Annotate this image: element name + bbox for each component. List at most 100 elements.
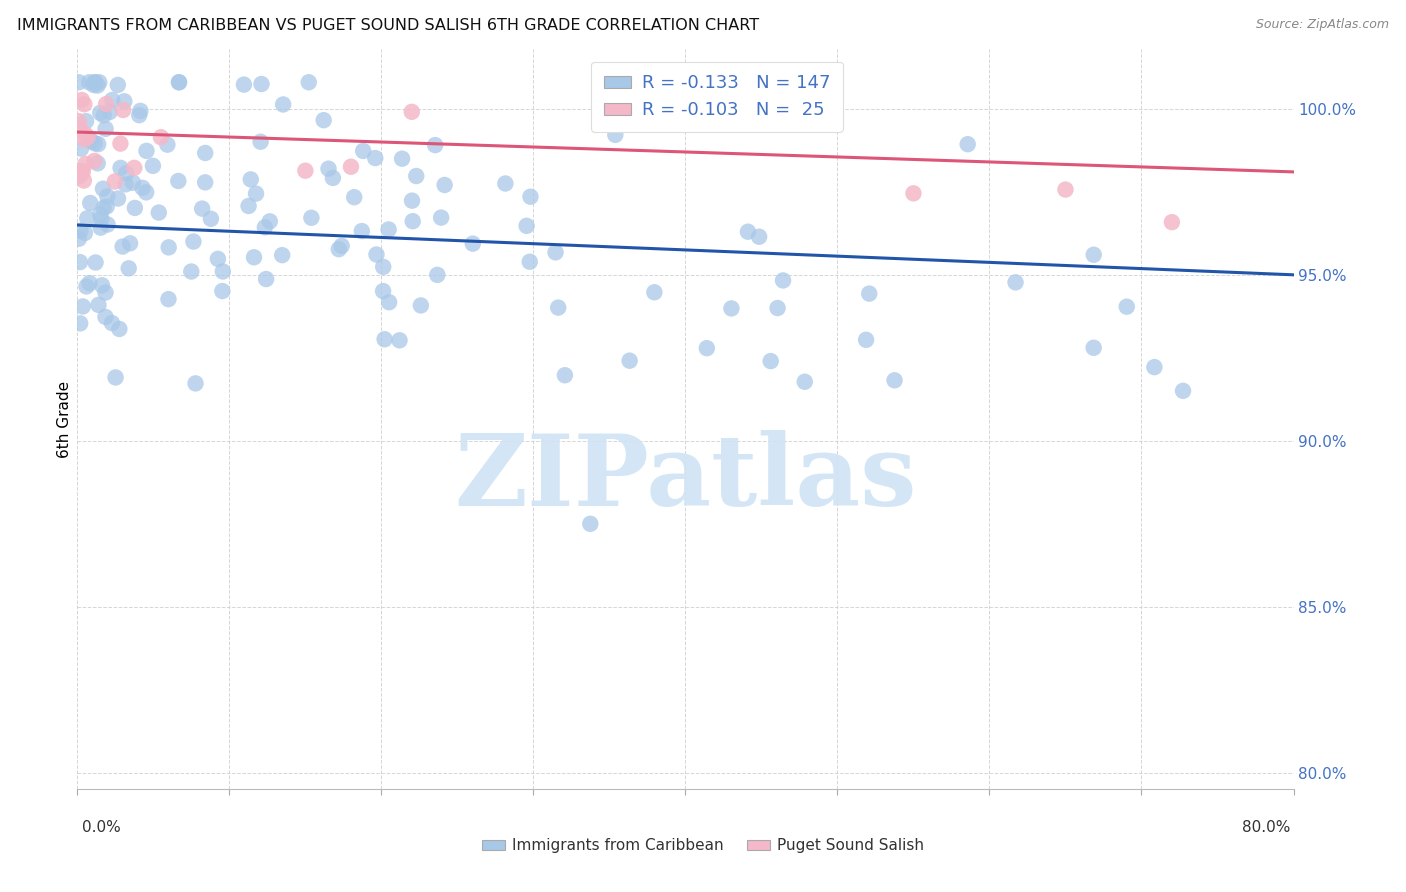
Point <box>766 301 789 315</box>
Point <box>83 78 105 92</box>
Point <box>211 264 233 278</box>
Point <box>104 370 127 384</box>
Point <box>425 138 447 153</box>
Point <box>157 240 180 254</box>
Point <box>1143 360 1166 375</box>
Point <box>433 178 456 192</box>
Point <box>312 113 335 128</box>
Point <box>67 114 90 128</box>
Point <box>69 122 91 136</box>
Point <box>180 264 202 278</box>
Text: 0.0%: 0.0% <box>82 821 121 835</box>
Point <box>294 163 316 178</box>
Point <box>75 157 97 171</box>
Point <box>855 333 877 347</box>
Point <box>401 194 423 208</box>
Point <box>211 284 233 298</box>
Point <box>388 334 411 348</box>
Point <box>858 286 880 301</box>
Point <box>86 156 108 170</box>
Point <box>73 132 96 146</box>
Point <box>83 153 105 168</box>
Point <box>253 220 276 235</box>
Point <box>128 108 150 122</box>
Point <box>129 103 152 118</box>
Point <box>254 272 277 286</box>
Text: ZIPatlas: ZIPatlas <box>454 430 917 527</box>
Point <box>69 317 91 331</box>
Point <box>184 376 207 391</box>
Point <box>76 130 98 145</box>
Point <box>84 136 107 151</box>
Point <box>579 516 602 531</box>
Point <box>772 273 794 287</box>
Point <box>86 78 108 93</box>
Point <box>371 284 394 298</box>
Point <box>1115 300 1137 314</box>
Point <box>142 159 165 173</box>
Point <box>271 97 294 112</box>
Point <box>94 285 117 300</box>
Point <box>135 186 157 200</box>
Point <box>89 75 111 89</box>
Point <box>89 106 111 120</box>
Point <box>350 224 373 238</box>
Point <box>114 178 136 192</box>
Point <box>67 232 90 246</box>
Point <box>90 220 112 235</box>
Point <box>243 250 266 264</box>
Point <box>759 354 782 368</box>
Point <box>79 276 101 290</box>
Point <box>67 169 90 184</box>
Point <box>112 103 135 117</box>
Point <box>80 135 103 149</box>
Point <box>605 128 627 142</box>
Point <box>94 310 117 324</box>
Point <box>77 75 100 89</box>
Point <box>73 226 96 240</box>
Point <box>245 186 267 201</box>
Point <box>238 199 260 213</box>
Point <box>111 239 134 253</box>
Legend: R = -0.133   N = 147, R = -0.103   N =  25: R = -0.133 N = 147, R = -0.103 N = 25 <box>591 62 842 132</box>
Point <box>91 278 114 293</box>
Point <box>98 105 121 120</box>
Point <box>1083 248 1105 262</box>
Point <box>93 108 115 122</box>
Point <box>96 199 118 213</box>
Point <box>183 235 205 249</box>
Point <box>157 292 180 306</box>
Point <box>194 175 217 189</box>
Point <box>149 130 172 145</box>
Point <box>87 298 110 312</box>
Point <box>883 373 905 387</box>
Point <box>232 78 254 92</box>
Point <box>374 332 396 346</box>
Point <box>748 229 770 244</box>
Point <box>377 222 399 236</box>
Point <box>72 300 94 314</box>
Point <box>84 255 107 269</box>
Point <box>194 145 217 160</box>
Point <box>330 239 353 253</box>
Point <box>405 169 427 183</box>
Point <box>340 160 363 174</box>
Point <box>343 190 366 204</box>
Point <box>366 247 388 261</box>
Point <box>544 245 567 260</box>
Point <box>70 93 93 107</box>
Point <box>298 75 321 89</box>
Point <box>328 242 350 256</box>
Point <box>167 174 190 188</box>
Text: 80.0%: 80.0% <box>1243 821 1291 835</box>
Point <box>110 161 132 175</box>
Point <box>1083 341 1105 355</box>
Point <box>87 137 110 152</box>
Point <box>299 211 322 225</box>
Point <box>318 161 340 176</box>
Point <box>110 136 132 151</box>
Point <box>72 165 94 179</box>
Point <box>519 254 541 268</box>
Point <box>112 95 135 109</box>
Point <box>207 252 229 266</box>
